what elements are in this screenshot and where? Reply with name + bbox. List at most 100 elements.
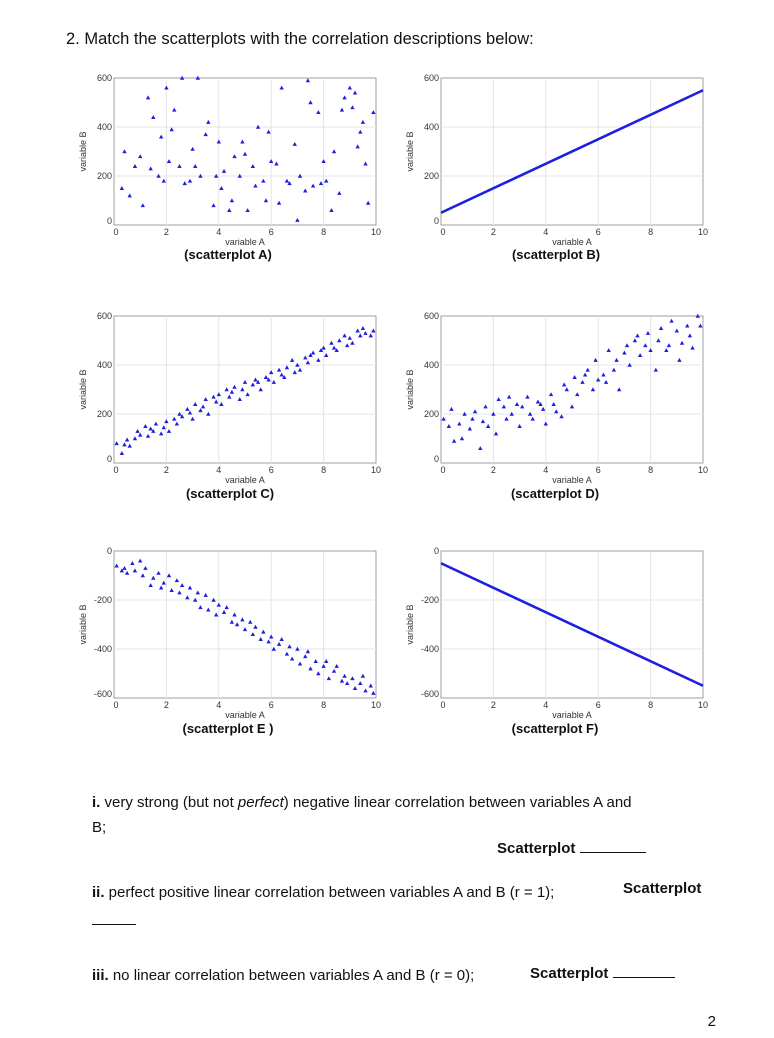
chart-svg-b: 0 2 4 6 8 10 0 200 400 600 variable A variable B (405, 73, 708, 247)
data-point (279, 637, 284, 641)
x-tick-label: 6 (269, 465, 274, 475)
data-point (143, 565, 148, 570)
data-point (666, 343, 672, 348)
y-tick-label: 0 (107, 454, 112, 464)
answer-iii-blank[interactable] (612, 963, 675, 978)
data-point (245, 208, 250, 213)
caption-scatterplot-c: (scatterplot C) (185, 486, 275, 501)
data-point (151, 428, 156, 433)
data-point (491, 411, 496, 416)
data-point (606, 348, 611, 353)
data-point (303, 654, 308, 659)
data-point (297, 367, 303, 372)
data-point (242, 379, 248, 384)
x-tick-label: 6 (596, 227, 601, 237)
data-point (342, 333, 347, 338)
data-point (459, 436, 465, 441)
answer-i-blank[interactable] (579, 838, 646, 853)
data-point (211, 597, 216, 602)
data-point (347, 85, 352, 90)
x-tick-label: 8 (321, 227, 326, 237)
data-point (179, 75, 185, 80)
exercise-heading: 2. Match the scatterplots with the corre… (66, 30, 534, 48)
data-point (177, 590, 182, 595)
caption-scatterplot-d: (scatterplot D) (510, 486, 600, 501)
data-point (232, 384, 237, 389)
data-point (156, 570, 161, 575)
data-point (554, 409, 559, 414)
data-point (446, 424, 452, 429)
y-tick-label: 0 (434, 454, 439, 464)
scatterplot-f: 0 2 4 6 8 10 0 -200 -400 -600 variable A variable B (385, 543, 715, 743)
data-point (603, 379, 609, 384)
scatterplot-a: 0 2 4 6 8 10 0 200 400 600 variable A variable B (58, 70, 388, 270)
data-point (551, 402, 556, 406)
chart-svg-f: 0 2 4 6 8 10 0 -200 -400 -600 variable A variable B (405, 546, 708, 720)
x-tick-label: 4 (543, 700, 548, 710)
data-point (585, 367, 590, 372)
data-point (441, 416, 446, 421)
data-point (132, 164, 138, 168)
data-point (187, 585, 193, 590)
data-point (289, 656, 295, 661)
data-point (190, 146, 195, 151)
data-point (156, 173, 161, 178)
data-point (643, 343, 648, 348)
data-point (295, 217, 300, 222)
data-point (269, 370, 274, 375)
y-tick-label: 600 (97, 73, 112, 83)
data-point (213, 173, 219, 178)
data-point (179, 414, 185, 419)
data-point (564, 387, 569, 392)
y-axis-label: variable B (405, 131, 415, 171)
scatterplot-d: 0 2 4 6 8 10 0 200 400 600 variable A variable B (385, 308, 715, 508)
data-point (509, 411, 514, 416)
data-point (685, 323, 690, 328)
x-tick-label: 0 (440, 465, 445, 475)
data-point (559, 414, 564, 419)
answer-ii-blank[interactable] (92, 910, 136, 925)
data-point (674, 328, 679, 333)
x-tick-label: 8 (648, 465, 653, 475)
data-point (371, 690, 376, 695)
data-point (122, 149, 127, 154)
data-point (258, 387, 263, 392)
answer-ii-blank-row (92, 910, 136, 929)
x-tick-label: 0 (113, 465, 118, 475)
answer-iii-label: Scatterplot (530, 965, 609, 982)
data-point (119, 568, 125, 573)
data-point (582, 372, 588, 377)
data-point (324, 659, 329, 664)
data-point (344, 343, 350, 348)
data-point (321, 159, 326, 164)
data-point (645, 330, 651, 335)
data-point (305, 649, 311, 654)
data-point (308, 666, 313, 671)
data-point (648, 348, 653, 353)
data-point (187, 410, 193, 415)
answer-i-label: Scatterplot (497, 840, 576, 857)
y-tick-label: -400 (94, 644, 112, 654)
data-point (216, 602, 221, 607)
data-point (467, 426, 473, 431)
data-point (690, 345, 695, 350)
data-point (253, 183, 258, 188)
data-point (114, 563, 119, 568)
x-axis-label: variable A (552, 710, 592, 720)
data-point (138, 432, 143, 437)
y-tick-label: 400 (424, 360, 439, 370)
data-point (145, 95, 151, 100)
data-point (148, 583, 153, 588)
data-point (653, 367, 659, 372)
x-tick-label: 2 (491, 227, 496, 237)
data-point (229, 619, 235, 624)
caption-scatterplot-b: (scatterplot B) (511, 247, 601, 262)
answer-iii: Scatterplot (530, 963, 675, 982)
x-tick-label: 2 (491, 700, 496, 710)
data-point (457, 421, 462, 426)
data-point (166, 428, 172, 433)
data-point (478, 446, 483, 451)
plot-frame (113, 315, 377, 464)
data-point (543, 421, 548, 426)
data-point (140, 203, 146, 208)
